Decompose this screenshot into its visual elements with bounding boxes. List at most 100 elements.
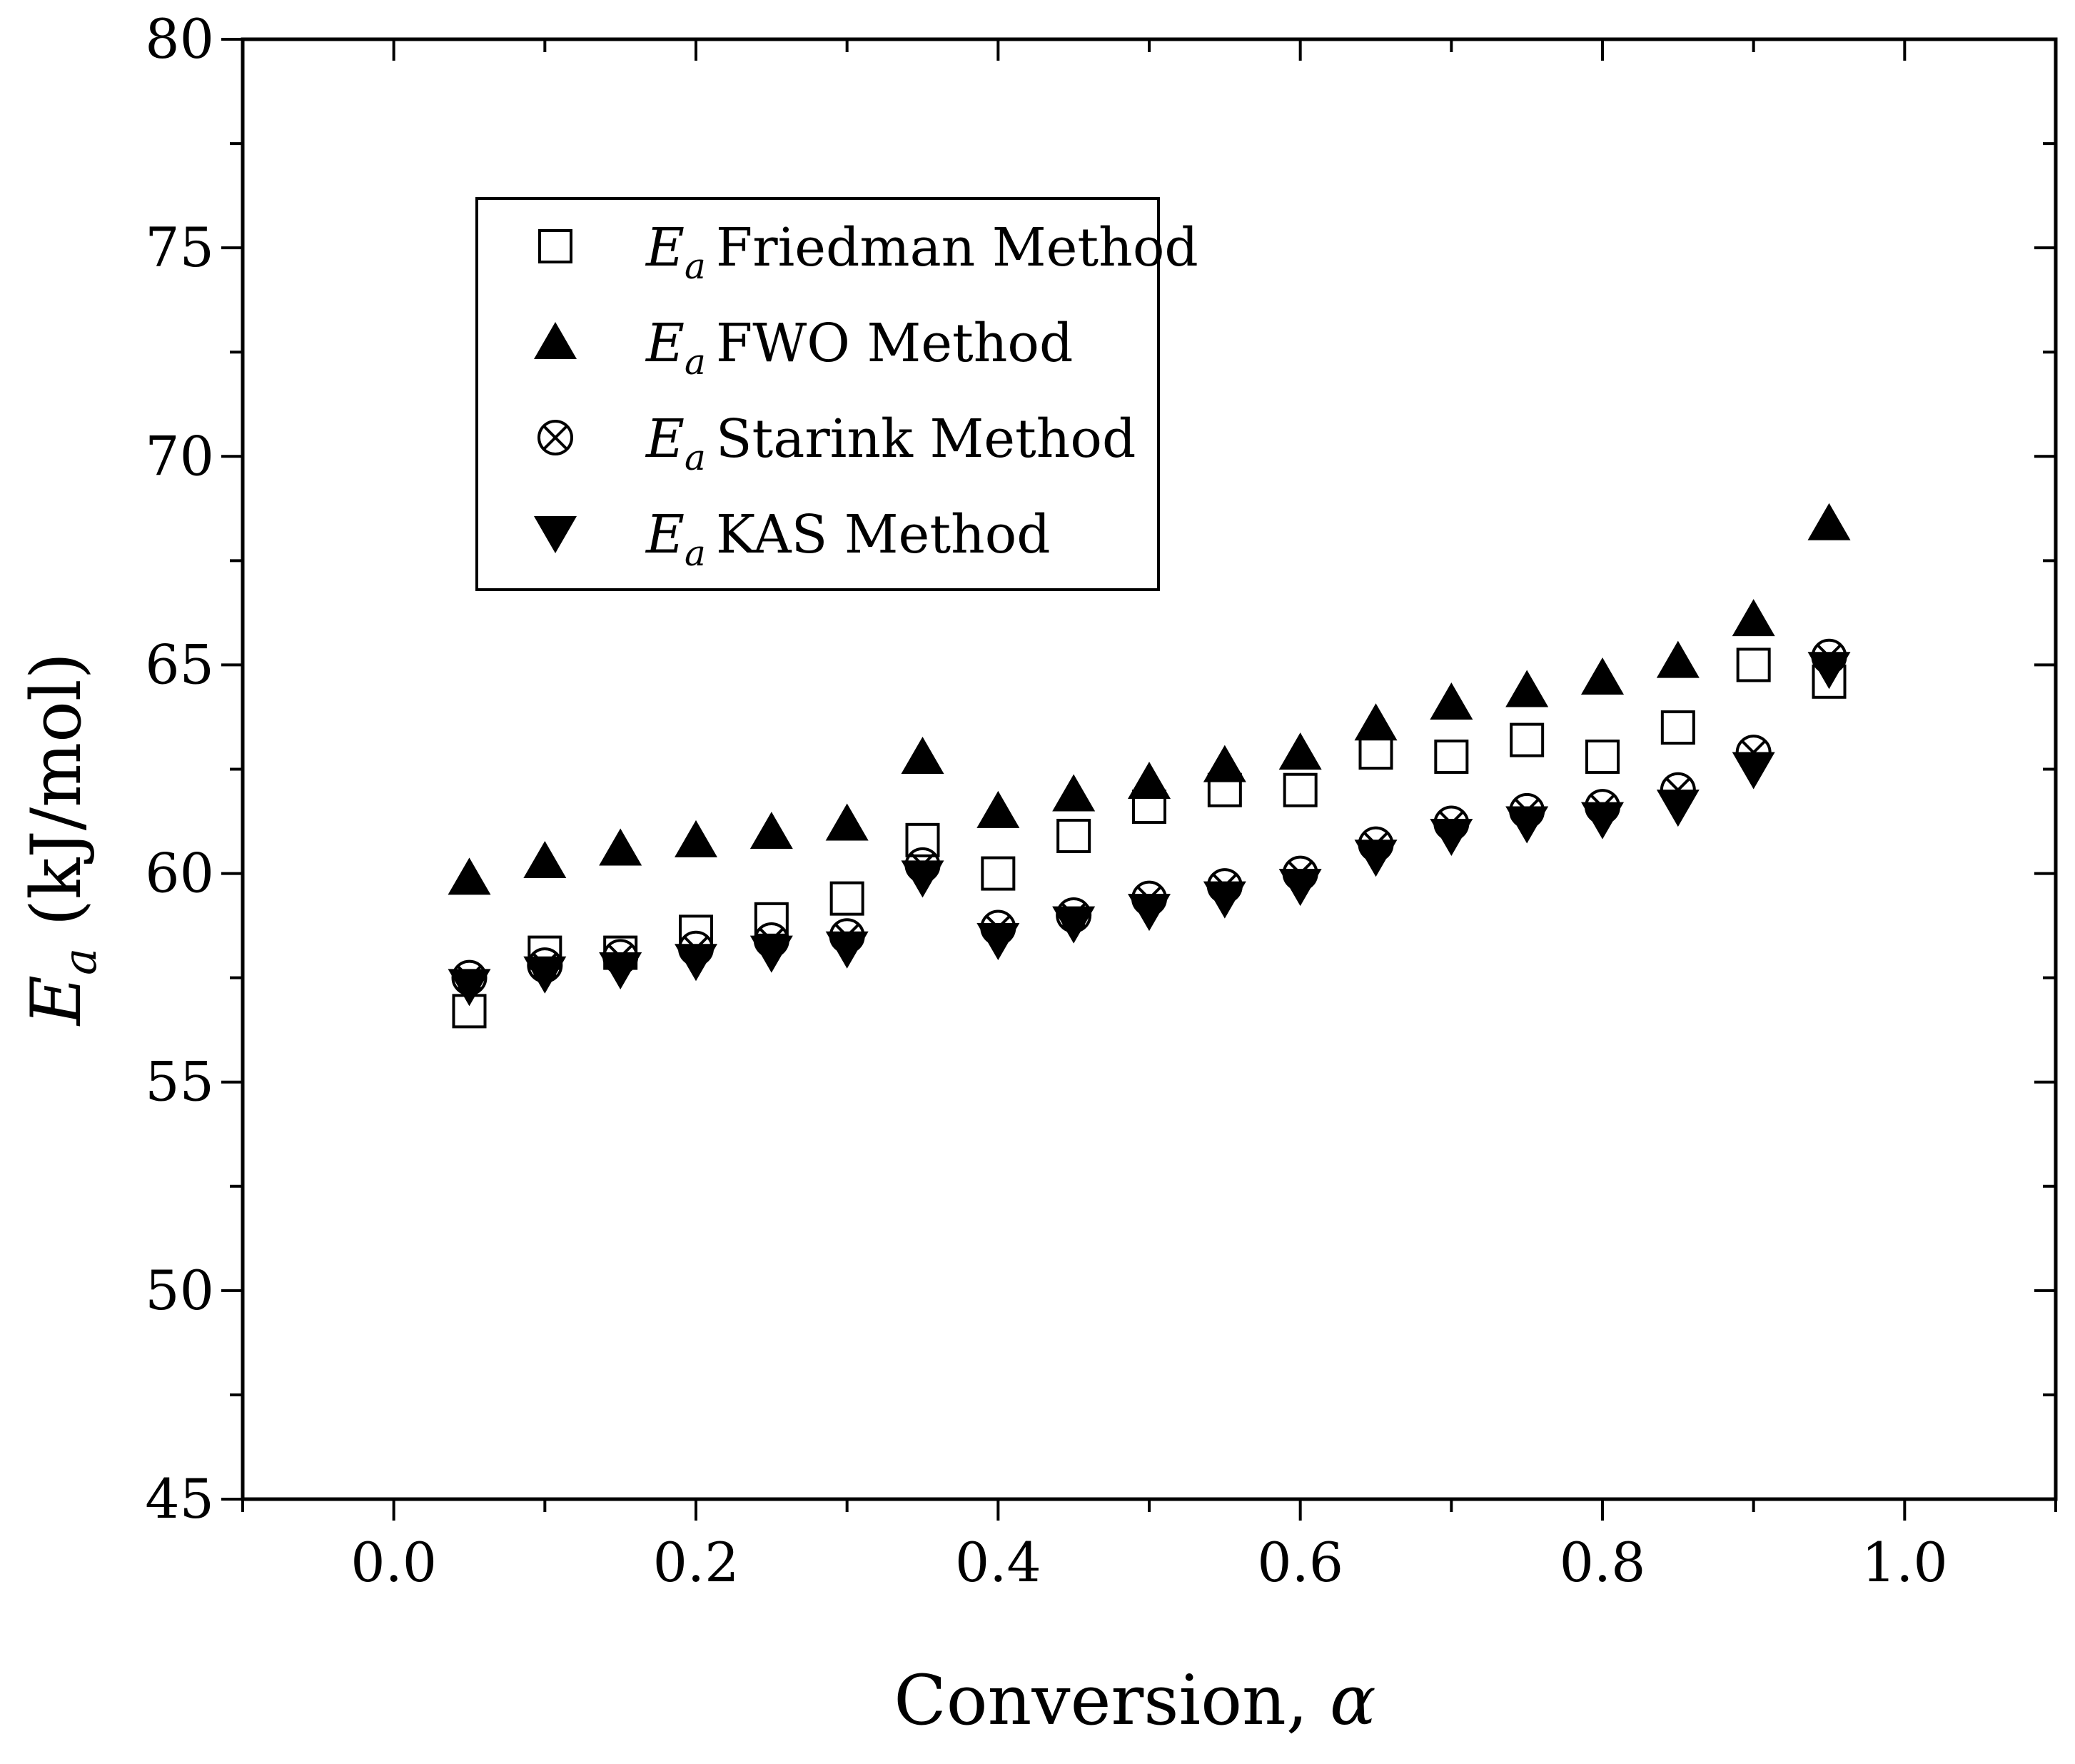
series-filled-triangle-up [448, 503, 1851, 895]
data-point [1736, 647, 1771, 682]
data-point [1128, 762, 1171, 800]
data-point [1505, 670, 1549, 707]
legend-entry: Ea Friedman Method [538, 217, 1198, 287]
data-point [901, 860, 944, 898]
data-point [1732, 599, 1775, 637]
legend-label: Ea KAS Method [645, 504, 1051, 574]
data-point [1278, 732, 1322, 770]
legend-label: Ea Friedman Method [645, 217, 1198, 287]
data-point [1203, 881, 1246, 919]
legend-box [475, 197, 1160, 591]
data-point [901, 736, 944, 774]
y-tick-label: 55 [145, 1050, 214, 1114]
series-filled-triangle-down [448, 652, 1851, 1007]
x-tick-label: 0.0 [350, 1531, 437, 1594]
data-point [448, 969, 491, 1007]
legend-series-name: Starink Method [716, 408, 1136, 470]
data-point [1430, 682, 1473, 720]
x-tick-label: 0.2 [653, 1531, 739, 1594]
legend-marker [537, 420, 573, 455]
data-point [749, 935, 793, 973]
data-point [1434, 739, 1469, 774]
legend-entry: Ea Starink Method [537, 408, 1136, 478]
y-tick-label: 60 [145, 842, 214, 905]
x-tick-label: 0.8 [1560, 1531, 1646, 1594]
marks-layer [448, 503, 1851, 1029]
data-point [523, 956, 567, 994]
data-point [976, 790, 1020, 828]
x-tick-label: 1.0 [1862, 1531, 1948, 1594]
legend-marker [534, 322, 577, 359]
data-point [1510, 722, 1545, 757]
y-tick-label: 50 [145, 1259, 214, 1322]
data-point [1505, 806, 1549, 844]
legend-symbol: E [645, 504, 685, 565]
data-point [675, 820, 717, 857]
y-tick-label: 70 [145, 424, 214, 488]
legend-series-name: Friedman Method [716, 217, 1198, 278]
y-tick-label: 45 [145, 1467, 214, 1531]
data-point [448, 857, 491, 895]
legend-symbol: E [645, 217, 685, 278]
legend-subscript: a [685, 437, 706, 478]
legend-subscript: a [685, 533, 706, 574]
data-point [599, 952, 642, 989]
data-point [1283, 772, 1318, 807]
data-point [1056, 818, 1091, 853]
data-point [1656, 640, 1700, 678]
data-point [1278, 869, 1322, 907]
data-point [1732, 752, 1775, 790]
data-point [1656, 790, 1700, 827]
y-tick-label: 65 [145, 632, 214, 696]
data-point [1358, 735, 1393, 770]
x-axis-title-main: Conversion, [894, 1660, 1330, 1740]
axes-layer: 0.0 0.2 0.4 0.6 0.8 1.0 45 50 55 60 65 70 75 80 [145, 7, 2058, 1594]
data-point [1660, 710, 1695, 745]
data-point [749, 812, 793, 850]
legend-series-name: KAS Method [716, 504, 1051, 565]
x-axis-title-symbol: α [1330, 1660, 1376, 1740]
data-point [825, 931, 869, 969]
legend-marker [538, 229, 572, 263]
data-point [599, 828, 642, 866]
data-point [1354, 840, 1398, 877]
legend-entry: Ea FWO Method [534, 313, 1073, 383]
legend-label: Ea Starink Method [645, 408, 1136, 478]
data-point [825, 803, 869, 841]
circle-x-ring [537, 420, 573, 455]
data-point [1581, 657, 1624, 695]
data-point [976, 923, 1020, 961]
data-point [1052, 906, 1096, 944]
legend-symbol: E [645, 408, 685, 470]
data-point [1807, 652, 1851, 690]
legend-label: Ea FWO Method [645, 313, 1073, 383]
y-axis-title-subscript: a [54, 948, 107, 975]
data-point [1430, 818, 1473, 856]
legend-series-name: FWO Method [716, 313, 1073, 374]
data-point [1203, 745, 1246, 782]
data-point [1354, 703, 1398, 741]
y-axis-title: Ea (kJ/mol) [16, 652, 107, 1027]
x-tick-label: 0.6 [1257, 1531, 1343, 1594]
data-point [1581, 802, 1624, 840]
axis-titles: Conversion, α Ea (kJ/mol) [16, 652, 1376, 1740]
x-tick-label: 0.4 [955, 1531, 1041, 1594]
legend-entry: Ea KAS Method [534, 504, 1051, 574]
data-point [829, 881, 864, 916]
circle-x-stroke [542, 425, 568, 450]
x-axis-title: Conversion, α [894, 1660, 1375, 1740]
data-point [523, 841, 567, 879]
data-point [1128, 894, 1171, 932]
data-point [981, 856, 1016, 891]
data-point [1807, 503, 1851, 540]
legend-marker [534, 516, 577, 553]
data-point [675, 944, 717, 982]
y-tick-label: 75 [145, 216, 214, 279]
legend-subscript: a [685, 246, 706, 287]
y-axis-title-unit: (kJ/mol) [16, 652, 96, 948]
y-tick-label: 80 [145, 7, 214, 71]
y-axis-title-symbol: E [16, 975, 96, 1027]
